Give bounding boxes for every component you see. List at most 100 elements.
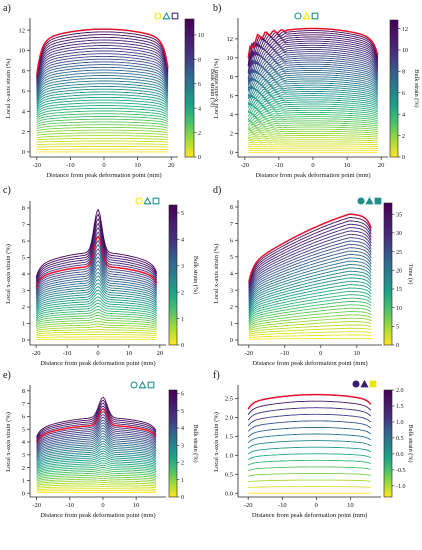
series-line xyxy=(36,36,169,79)
series-line xyxy=(247,420,372,432)
y-tick-label: 4 xyxy=(22,109,26,116)
series-line xyxy=(248,466,371,472)
colorbar-label: Bulk strain (%) xyxy=(413,69,420,107)
series-line xyxy=(248,230,372,290)
series-line xyxy=(248,240,372,295)
y-axis-label: Local x-axis strain (%) xyxy=(213,244,220,304)
x-axis-label: Distance from peak deformation point (mm… xyxy=(252,360,367,367)
series-line xyxy=(36,462,157,473)
series-group xyxy=(35,208,158,340)
series-line xyxy=(36,477,157,484)
series-line xyxy=(248,135,378,139)
series-line xyxy=(36,143,168,146)
series-line xyxy=(36,396,157,437)
series-line xyxy=(36,94,169,108)
series-line xyxy=(247,72,379,92)
series-line xyxy=(248,280,372,314)
series-line xyxy=(247,459,371,466)
series-line xyxy=(248,486,371,489)
colorbar-tick-label: 4 xyxy=(198,106,201,112)
y-tick-label: 5 xyxy=(22,426,25,433)
colorbar-tick-label: 15 xyxy=(396,287,402,293)
series-line xyxy=(247,65,379,82)
colorbar-tick-label: 4 xyxy=(181,238,184,244)
x-tick-label: 0 xyxy=(315,502,318,509)
y-tick-label: 10 xyxy=(227,55,234,62)
series-line xyxy=(248,297,372,321)
series-line xyxy=(36,443,157,462)
y-tick-label: 1 xyxy=(22,321,25,328)
series-line xyxy=(35,305,157,320)
series-line xyxy=(247,413,372,427)
colorbar-tick-label: 6 xyxy=(181,392,184,398)
series-line xyxy=(36,45,169,82)
series-line xyxy=(36,39,169,80)
x-tick-label: 0 xyxy=(319,350,322,357)
colorbar-tick-label: 0 xyxy=(402,155,405,161)
series-line xyxy=(36,80,169,100)
colorbar-tick-label: 5 xyxy=(396,325,399,331)
x-tick-label: 10 xyxy=(344,162,351,169)
series-line xyxy=(36,450,157,466)
series-line xyxy=(248,307,372,326)
series-line xyxy=(248,86,379,98)
y-tick-label: 0.5 xyxy=(225,471,233,478)
y-axis-label: Local x-axis strain (%) xyxy=(5,244,12,304)
panel-f: f) -20 -10 0 10 0.0 0.5 1.0 1.5 2.0 2.5 Distance fr… xyxy=(213,370,414,519)
series-line xyxy=(36,399,157,439)
series-line xyxy=(247,400,372,415)
highlight-line xyxy=(248,213,372,283)
square-marker-icon xyxy=(311,12,319,20)
series-line xyxy=(36,480,157,485)
y-tick-label: 4 xyxy=(22,439,26,446)
series-line xyxy=(36,31,169,77)
series-line xyxy=(248,243,372,297)
series-line xyxy=(36,66,169,92)
series-line xyxy=(36,42,169,81)
series-line xyxy=(35,248,158,293)
series-line xyxy=(247,44,379,68)
y-tick-label: 0 xyxy=(22,149,25,156)
circle-marker-icon xyxy=(294,12,302,20)
series-line xyxy=(248,233,372,292)
y-tick-label: 1.0 xyxy=(225,452,233,459)
highlight-line xyxy=(35,235,158,288)
series-line xyxy=(36,118,169,126)
series-line xyxy=(247,59,379,81)
x-axis-label: Distance from peak deformation point (mm… xyxy=(40,512,155,519)
series-line xyxy=(248,277,372,312)
colorbar-tick-label: 6 xyxy=(402,91,405,97)
series-line xyxy=(247,111,378,121)
series-line xyxy=(36,124,169,130)
series-line xyxy=(36,475,157,482)
series-line xyxy=(248,124,378,130)
series-line xyxy=(248,260,372,304)
series-line xyxy=(36,72,169,95)
series-line xyxy=(247,120,378,126)
series-line xyxy=(35,314,157,325)
x-tick-label: 10 xyxy=(133,502,140,509)
series-line xyxy=(248,137,378,140)
colorbar-tick-label: 1 xyxy=(181,478,184,484)
series-line xyxy=(36,77,169,98)
circle-marker-icon xyxy=(130,381,138,389)
series-line xyxy=(36,113,169,121)
series-line xyxy=(248,334,372,339)
x-tick-label: -20 xyxy=(240,162,249,169)
square-marker-icon xyxy=(171,12,179,20)
series-line xyxy=(35,268,158,302)
marker-legend xyxy=(154,11,179,20)
y-tick-label: 7 xyxy=(22,401,26,408)
series-line xyxy=(36,455,157,469)
x-tick-label: 10 xyxy=(126,350,133,357)
x-tick-label: -10 xyxy=(275,162,284,169)
series-line xyxy=(247,67,379,84)
series-line xyxy=(248,479,371,483)
series-line xyxy=(247,427,372,438)
colorbar-tick-label: 35 xyxy=(396,212,402,218)
colorbar-tick-label: 8 xyxy=(402,70,405,76)
y-tick-label: 6 xyxy=(22,414,26,421)
series-line xyxy=(36,146,168,148)
colorbar-tick-label: 0 xyxy=(181,343,184,349)
